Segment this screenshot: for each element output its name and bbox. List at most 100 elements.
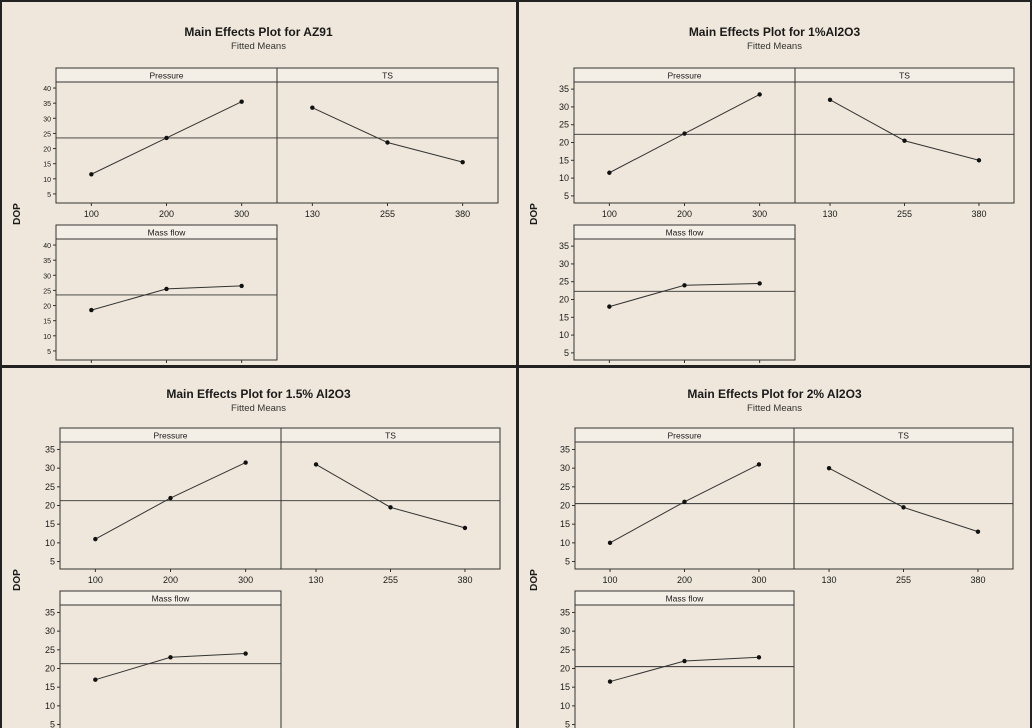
y-tick-label: 15 [560, 682, 570, 692]
y-tick-label: 20 [559, 295, 569, 305]
data-point [239, 283, 244, 289]
panel-label: Mass flow [666, 228, 705, 238]
data-point [164, 135, 169, 141]
chart-subtitle: Fitted Means [747, 41, 802, 52]
y-tick-label: 35 [560, 607, 570, 617]
y-tick-label: 15 [560, 519, 570, 529]
panel-label: TS [899, 71, 910, 81]
panel-frame [55, 238, 278, 361]
frame-right [1030, 0, 1032, 728]
data-point [168, 495, 173, 501]
panel-ts: TS 130 255 380 [793, 427, 1014, 585]
x-tick-label: 300 [238, 575, 253, 585]
panel-label: Mass flow [148, 228, 187, 238]
data-point [93, 536, 98, 542]
y-tick-label: 20 [45, 664, 55, 674]
y-tick-label: 5 [50, 557, 55, 567]
panel-pressure: Pressure 5 10 15 20 25 30 35 100 200 300 [560, 427, 795, 585]
data-point [827, 97, 833, 102]
x-tick-label: 255 [896, 575, 911, 585]
data-point [460, 159, 465, 165]
data-point [607, 679, 613, 684]
panel-frame [55, 81, 278, 204]
chart-title: Main Effects Plot for 1.5% Al2O3 [166, 387, 351, 401]
x-tick-label: 380 [970, 575, 985, 585]
panel-mass-flow: Mass flow510152025303540200300425 [43, 224, 278, 376]
x-tick-label: 200 [677, 575, 692, 585]
y-tick-label: 35 [559, 84, 569, 94]
data-point [757, 92, 762, 97]
panel-pressure: Pressure 5 10 15 20 25 30 35 100 200 300 [45, 427, 282, 585]
y-tick-label: 15 [45, 519, 55, 529]
series-line [828, 467, 979, 533]
y-tick-label: 30 [45, 463, 55, 473]
panel-label: Mass flow [152, 594, 191, 604]
y-tick-label: 10 [559, 330, 569, 340]
data-point [462, 525, 468, 531]
chart-title: Main Effects Plot for 1%Al2O3 [688, 25, 861, 39]
y-tick-label: 10 [45, 538, 55, 548]
x-tick-label: 100 [603, 575, 618, 585]
chart-title: Main Effects Plot for 2% Al2O3 [687, 387, 862, 401]
data-point [388, 505, 393, 510]
chart-subtitle: Fitted Means [231, 41, 286, 52]
y-tick-label: 15 [43, 319, 51, 326]
y-tick-label: 15 [559, 312, 569, 322]
y-tick-label: 5 [565, 557, 570, 567]
series-line [829, 99, 980, 161]
y-tick-label: 40 [43, 86, 51, 93]
y-tick-label: 25 [43, 288, 51, 295]
y-tick-label: 40 [43, 243, 51, 250]
y-axis-label: DOP [12, 569, 23, 591]
chart-subtitle: Fitted Means [747, 403, 802, 414]
data-point [239, 99, 244, 104]
y-tick-label: 35 [45, 444, 55, 454]
data-point [93, 677, 98, 682]
y-tick-label: 20 [559, 138, 569, 148]
y-tick-label: 25 [560, 482, 570, 492]
data-point [901, 505, 906, 510]
y-tick-label: 20 [560, 501, 570, 511]
data-point [243, 460, 248, 465]
x-tick-label: 380 [457, 575, 472, 585]
data-point [902, 138, 907, 143]
panel-frame [573, 81, 796, 204]
x-tick-label: 100 [88, 575, 103, 585]
y-axis-label: DOP [529, 203, 540, 225]
panel-label: Mass flow [666, 594, 705, 604]
data-point [89, 307, 94, 313]
x-tick-label: 130 [309, 575, 324, 585]
panel-label: Pressure [667, 431, 701, 441]
y-tick-label: 20 [43, 304, 51, 311]
panel-frame [59, 604, 282, 728]
y-tick-label: 30 [560, 626, 570, 636]
series-line [315, 463, 466, 529]
x-tick-label: 300 [751, 575, 766, 585]
y-tick-label: 35 [43, 101, 51, 108]
data-point [310, 105, 315, 110]
panel-ts: TS 130 255 380 [280, 427, 501, 585]
data-point [682, 499, 687, 504]
x-tick-label: 130 [823, 209, 838, 219]
chart-quadrant-1pct-al2o3: Main Effects Plot for 1%Al2O3 Fitted Mea… [517, 0, 1032, 376]
x-tick-label: 380 [455, 209, 470, 219]
data-point [975, 529, 981, 534]
data-point [757, 281, 762, 286]
y-tick-label: 35 [559, 241, 569, 251]
data-point [607, 540, 613, 546]
y-tick-label: 5 [50, 720, 55, 728]
y-tick-label: 25 [559, 120, 569, 130]
panel-label: Pressure [149, 71, 183, 81]
x-tick-label: 300 [752, 209, 767, 219]
y-axis-label: DOP [529, 569, 540, 591]
y-tick-label: 15 [45, 682, 55, 692]
data-point [682, 283, 687, 288]
y-tick-label: 10 [43, 177, 51, 184]
y-tick-label: 25 [43, 131, 51, 138]
data-point [756, 462, 762, 467]
data-point [385, 140, 390, 145]
data-point [682, 658, 687, 664]
y-tick-label: 20 [45, 501, 55, 511]
